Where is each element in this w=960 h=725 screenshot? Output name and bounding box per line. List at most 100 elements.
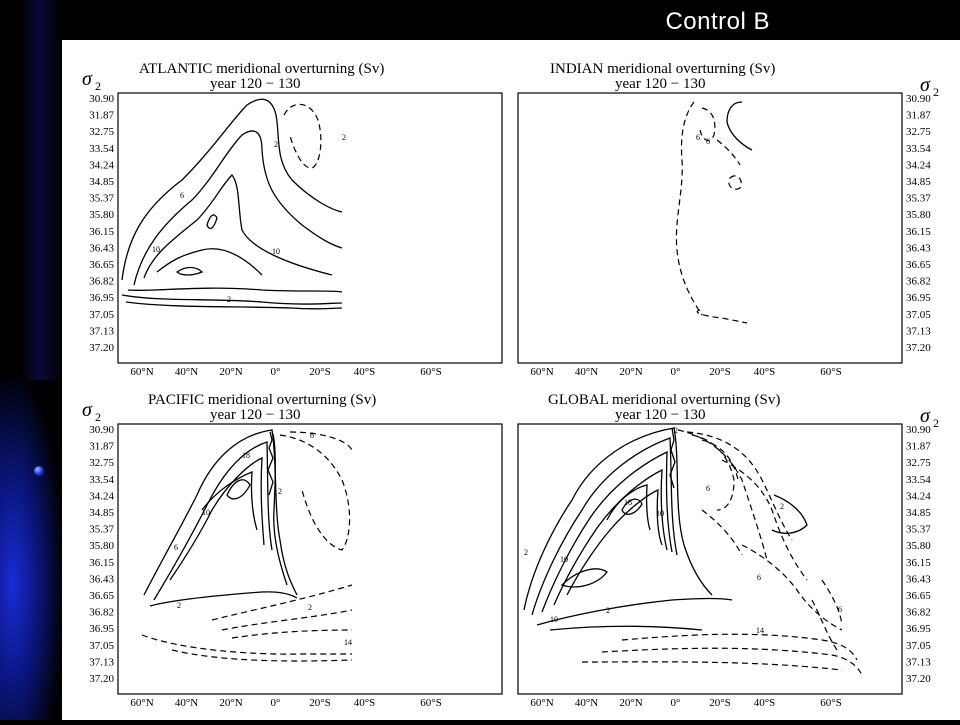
- sigma-tick-label: 34.85: [906, 507, 931, 519]
- sigma-tick-label: 36.95: [89, 623, 114, 635]
- panel-pacific: PACIFIC meridional overturning (Sv) year…: [82, 392, 503, 695]
- sigma-tick-label: 34.24: [89, 490, 114, 502]
- sigma-tick-label: 36.82: [906, 607, 931, 619]
- sigma-tick-label: 37.13: [89, 325, 114, 337]
- contour-label: 6: [838, 605, 842, 614]
- sigma-tick-label: 34.24: [89, 159, 114, 171]
- contour-label: 6: [310, 431, 314, 440]
- panel-indian: INDIAN meridional overturning (Sv) year …: [517, 61, 939, 364]
- sigma-tick-label: 31.87: [906, 441, 931, 453]
- latitude-tick-label: 40°N: [575, 697, 598, 709]
- bullet-orb-icon: [34, 466, 44, 476]
- latitude-tick-label: 60°N: [530, 697, 553, 709]
- latitude-tick-label: 40°S: [754, 697, 776, 709]
- contour-label: 6: [180, 191, 184, 200]
- panel-atlantic: ATLANTIC meridional overturning (Sv) yea…: [82, 61, 503, 364]
- contour-label: 10: [152, 245, 160, 254]
- sigma-tick-label: 36.82: [906, 276, 931, 288]
- latitude-tick-label: 40°S: [354, 697, 376, 709]
- latitude-tick-label: 20°S: [709, 366, 731, 378]
- sigma-tick-label: 36.82: [89, 607, 114, 619]
- sigma-tick-label: 33.54: [906, 474, 931, 486]
- contour-label: 2: [227, 295, 231, 304]
- sigma-tick-label: 34.85: [89, 507, 114, 519]
- latitude-tick-label: 0°: [671, 697, 681, 709]
- sigma-tick-label: 36.65: [906, 259, 931, 271]
- latitude-tick-label: 40°N: [575, 366, 598, 378]
- sigma-symbol-left-top: σ: [82, 68, 93, 90]
- sigma-tick-label: 32.75: [906, 126, 931, 138]
- sigma-tick-label: 36.15: [906, 226, 931, 238]
- sigma-subscript-left-bottom: 2: [95, 410, 101, 424]
- contour-label: 2: [274, 140, 278, 149]
- sigma-symbol-right-bottom: σ: [920, 405, 931, 427]
- dashed-contours-pacific: [141, 431, 353, 662]
- sigma-tick-label: 37.13: [906, 656, 931, 668]
- sigma-tick-label: 37.13: [89, 656, 114, 668]
- sigma-symbol-right-top: σ: [920, 74, 931, 96]
- sigma-tick-label: 34.24: [906, 159, 931, 171]
- latitude-tick-label: 60°S: [820, 366, 842, 378]
- sigma-tick-label: 31.87: [89, 441, 114, 453]
- contour-label: 10: [656, 509, 664, 518]
- sigma-subscript-right-bottom: 2: [933, 416, 939, 430]
- sigma-tick-label: 35.80: [89, 540, 114, 552]
- contour-labels-global: 2 10 18 10 2 2 6 14 6 2 6 10: [524, 426, 842, 635]
- latitude-tick-label: 40°N: [175, 697, 198, 709]
- panel-subtitle-pacific: year 120 − 130: [210, 407, 301, 423]
- sigma-tick-label: 36.43: [89, 573, 114, 585]
- sigma-tick-label: 36.15: [89, 557, 114, 569]
- sigma-subscript-left-top: 2: [95, 79, 101, 93]
- sigma-tick-label: 30.90: [906, 424, 931, 436]
- contour-labels-atlantic: 2 6 10 10 2 2: [152, 133, 346, 304]
- latitude-tick-label: 20°N: [219, 366, 242, 378]
- plot-frame-pacific: [117, 423, 503, 695]
- sigma-tick-label: 37.05: [89, 309, 114, 321]
- contour-labels-indian: 6 6: [696, 133, 710, 146]
- sigma-tick-label: 34.24: [906, 490, 931, 502]
- sigma-tick-label: 35.80: [906, 540, 931, 552]
- sigma-tick-label: 33.54: [906, 143, 931, 155]
- latitude-tick-label: 60°S: [420, 366, 442, 378]
- contour-label: 6: [706, 484, 710, 493]
- contour-label: 2: [674, 426, 678, 435]
- latitude-tick-label: 20°N: [619, 366, 642, 378]
- sigma-tick-label: 35.80: [89, 209, 114, 221]
- contours-pacific: [143, 429, 298, 607]
- sigma-tick-label: 36.43: [906, 573, 931, 585]
- latitude-tick-label: 60°S: [820, 697, 842, 709]
- sigma-tick-label: 33.54: [89, 474, 114, 486]
- contour-label: 14: [756, 626, 764, 635]
- contour-label: 10: [272, 247, 280, 256]
- contour-label: 6: [757, 573, 761, 582]
- figure-svg: ATLANTIC meridional overturning (Sv) yea…: [82, 61, 939, 709]
- sigma-tick-label: 37.20: [906, 342, 931, 354]
- sigma-tick-label: 36.95: [89, 292, 114, 304]
- contour-label: 2: [606, 606, 610, 615]
- sigma-tick-label: 36.65: [89, 590, 114, 602]
- panel-title-global: GLOBAL meridional overturning (Sv): [548, 392, 780, 408]
- contours-indian: [726, 101, 753, 151]
- contour-label: 2: [342, 133, 346, 142]
- sigma-tick-label: 32.75: [89, 457, 114, 469]
- sigma-tick-label: 37.05: [89, 640, 114, 652]
- contour-label: 2: [780, 502, 784, 511]
- sigma-tick-label: 36.65: [906, 590, 931, 602]
- dashed-contours-indian: [675, 101, 748, 324]
- sigma-tick-label: 32.75: [89, 126, 114, 138]
- overturning-figure: ATLANTIC meridional overturning (Sv) yea…: [62, 40, 960, 720]
- contour-label: 2: [524, 548, 528, 557]
- sigma-tick-label: 32.75: [906, 457, 931, 469]
- sigma-tick-label: 36.65: [89, 259, 114, 271]
- latitude-tick-label: 40°S: [354, 366, 376, 378]
- sigma-tick-label: 37.13: [906, 325, 931, 337]
- contour-label: 10: [550, 615, 558, 624]
- panel-global: GLOBAL meridional overturning (Sv) year …: [517, 392, 939, 695]
- slide-title: Control B: [665, 8, 770, 35]
- sigma-tick-label: 30.90: [89, 93, 114, 105]
- sigma-tick-label: 35.37: [906, 193, 931, 205]
- plot-frame-atlantic: [117, 92, 503, 364]
- sigma-tick-label: 30.90: [906, 93, 931, 105]
- latitude-tick-label: 40°S: [754, 366, 776, 378]
- latitude-tick-label: 20°S: [309, 366, 331, 378]
